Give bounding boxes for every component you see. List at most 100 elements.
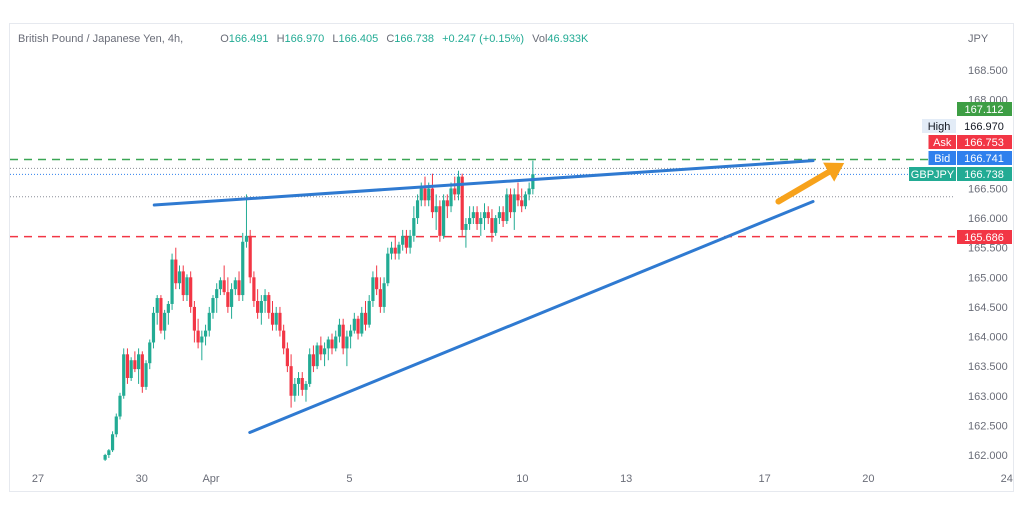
high-label: H bbox=[276, 33, 285, 45]
candle bbox=[296, 372, 301, 396]
candle bbox=[189, 271, 193, 313]
candle bbox=[371, 271, 375, 307]
chart-panel[interactable] bbox=[9, 23, 1014, 492]
candle bbox=[148, 339, 152, 370]
candle bbox=[122, 348, 126, 399]
candle-body bbox=[475, 212, 479, 224]
candle bbox=[311, 345, 316, 373]
trendline-upper bbox=[152, 159, 815, 207]
candle-body bbox=[226, 292, 230, 307]
open-value: 166.491 bbox=[228, 33, 269, 45]
candle-body bbox=[252, 277, 256, 301]
price-tag-label: High bbox=[928, 121, 951, 133]
candle bbox=[479, 212, 483, 236]
candle-body bbox=[259, 301, 263, 313]
candle bbox=[516, 182, 520, 207]
candle-body bbox=[181, 271, 185, 296]
candle bbox=[445, 194, 449, 219]
price-tag-value-bg bbox=[957, 135, 1012, 149]
candle bbox=[367, 295, 371, 328]
price-tag-label-bg bbox=[909, 167, 956, 181]
candle bbox=[512, 188, 516, 230]
candle bbox=[125, 348, 130, 384]
candle bbox=[315, 342, 319, 370]
candle-body bbox=[296, 378, 301, 384]
candle bbox=[107, 449, 111, 458]
candle-body bbox=[404, 235, 409, 248]
candle bbox=[218, 277, 223, 296]
trendline-lower bbox=[248, 199, 815, 434]
candle bbox=[415, 194, 420, 224]
y-tick-label: 162.000 bbox=[968, 450, 1008, 462]
candle bbox=[177, 265, 182, 290]
breakout-arrow-shaft bbox=[775, 169, 832, 205]
price-tag-value-bg bbox=[957, 151, 1012, 165]
high-value: 166.970 bbox=[284, 33, 325, 45]
candle-body bbox=[505, 194, 509, 222]
candle-body bbox=[401, 235, 405, 245]
candle bbox=[278, 306, 282, 337]
candle-body bbox=[497, 212, 501, 219]
candle bbox=[356, 315, 360, 340]
candle-body bbox=[363, 312, 368, 325]
candle bbox=[341, 318, 345, 355]
candle-body bbox=[382, 283, 386, 307]
candle-body bbox=[415, 200, 420, 219]
change-value: +0.247 (+0.15%) bbox=[442, 33, 525, 45]
candle bbox=[196, 318, 200, 349]
candle-body bbox=[482, 212, 487, 219]
candle bbox=[345, 330, 349, 367]
candle bbox=[520, 188, 524, 213]
candle bbox=[270, 301, 275, 331]
candle bbox=[140, 351, 144, 393]
y-tick-label: 165.500 bbox=[968, 243, 1008, 255]
x-tick-label: 30 bbox=[136, 473, 148, 485]
candles bbox=[103, 160, 535, 461]
y-tick-label: 165.000 bbox=[968, 272, 1008, 284]
candle bbox=[114, 413, 118, 438]
candle-body bbox=[378, 289, 382, 307]
candle-body bbox=[196, 330, 200, 343]
candle-body bbox=[110, 434, 115, 451]
candle bbox=[408, 229, 412, 254]
candle-body bbox=[144, 363, 148, 387]
candle-body bbox=[241, 241, 245, 296]
candle bbox=[360, 306, 364, 337]
candle-body bbox=[289, 366, 293, 396]
x-tick-label: 13 bbox=[620, 473, 632, 485]
candle bbox=[226, 277, 230, 313]
candle bbox=[397, 241, 401, 260]
candle bbox=[430, 173, 435, 219]
candle bbox=[337, 318, 342, 343]
candle bbox=[229, 283, 234, 319]
candle-body bbox=[438, 206, 442, 236]
candle-body bbox=[460, 176, 464, 230]
candle bbox=[319, 336, 323, 361]
candle bbox=[166, 301, 170, 325]
y-axis: JPY168.500168.000166.500166.000165.50016… bbox=[968, 33, 1008, 462]
price-tag-bid: 166.741 Bid bbox=[928, 151, 1012, 165]
price-tag-label: Bid bbox=[934, 153, 950, 165]
price-tag-value-bg bbox=[957, 167, 1012, 181]
price-tag-label: Ask bbox=[933, 137, 952, 149]
candle-body bbox=[315, 345, 319, 367]
candle-body bbox=[215, 289, 219, 299]
y-tick-label: 164.000 bbox=[968, 332, 1008, 344]
candle-body bbox=[136, 354, 141, 370]
candle-body bbox=[371, 277, 375, 301]
candle-body bbox=[155, 298, 159, 313]
candle-body bbox=[341, 324, 345, 349]
candle-body bbox=[151, 312, 156, 343]
symbol-name[interactable]: British Pound / Japanese Yen, 4h, bbox=[18, 33, 184, 45]
candle bbox=[349, 324, 353, 349]
price-tag-value-bg bbox=[957, 119, 1012, 133]
candle-body bbox=[166, 303, 170, 313]
candle-body bbox=[233, 280, 237, 290]
candle-body bbox=[520, 200, 524, 207]
candle bbox=[233, 277, 237, 296]
candle bbox=[352, 312, 356, 334]
candle-body bbox=[490, 218, 494, 233]
candle bbox=[241, 232, 245, 301]
candle bbox=[118, 392, 122, 420]
